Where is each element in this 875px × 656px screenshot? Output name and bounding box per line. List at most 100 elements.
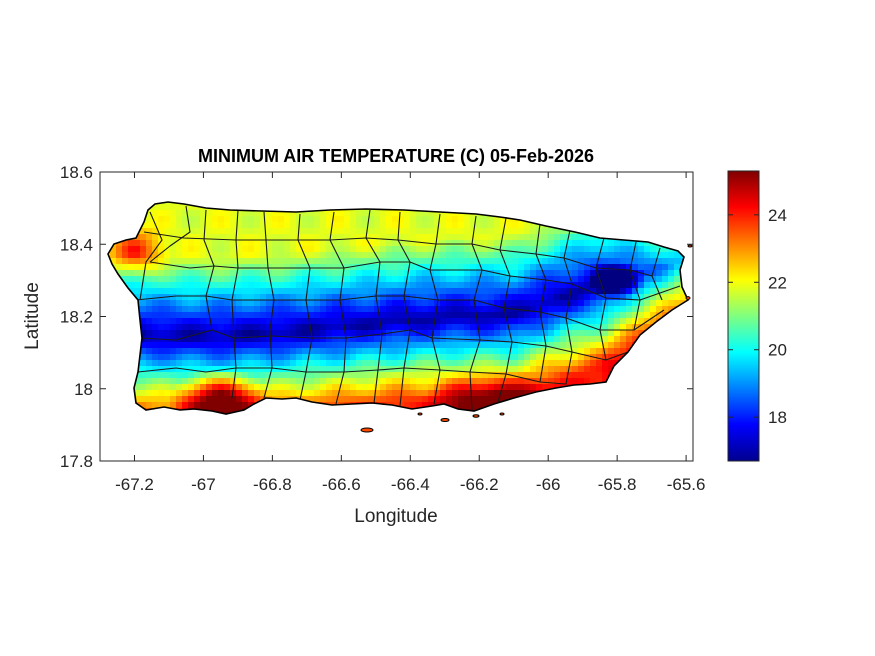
temperature-cell <box>332 216 339 223</box>
colorbar-tick-label: 24 <box>768 206 787 225</box>
temperature-cell <box>410 372 417 379</box>
temperature-cell <box>332 294 339 301</box>
temperature-cell <box>332 360 339 367</box>
temperature-cell <box>398 402 405 409</box>
y-tick-label: 18 <box>74 380 93 399</box>
temperature-cell <box>392 324 399 331</box>
temperature-cell <box>290 222 297 229</box>
temperature-cell <box>452 216 459 223</box>
temperature-cell <box>446 366 453 373</box>
temperature-cell <box>182 240 189 247</box>
temperature-cell <box>434 216 441 223</box>
temperature-cell <box>650 264 657 271</box>
temperature-cell <box>236 270 243 277</box>
temperature-cell <box>200 336 207 343</box>
temperature-cell <box>278 258 285 265</box>
temperature-cell <box>620 246 627 253</box>
temperature-cell <box>590 378 597 385</box>
temperature-cell <box>296 228 303 235</box>
temperature-cell <box>524 312 531 319</box>
temperature-cell <box>260 312 267 319</box>
small-islands <box>360 244 693 433</box>
temperature-cell <box>422 330 429 337</box>
temperature-cell <box>302 348 309 355</box>
temperature-cell <box>668 306 675 313</box>
temperature-cell <box>224 306 231 313</box>
temperature-cell <box>368 246 375 253</box>
temperature-cell <box>320 366 327 373</box>
temperature-cell <box>200 222 207 229</box>
temperature-cell <box>404 360 411 367</box>
temperature-cell <box>590 348 597 355</box>
temperature-cell <box>296 348 303 355</box>
temperature-cell <box>530 300 537 307</box>
temperature-cell <box>620 240 627 247</box>
temperature-cell <box>410 396 417 403</box>
temperature-cell <box>602 348 609 355</box>
temperature-cell <box>296 378 303 385</box>
temperature-cell <box>518 366 525 373</box>
temperature-cell <box>134 252 141 259</box>
temperature-cell <box>626 246 633 253</box>
temperature-cell <box>176 210 183 217</box>
temperature-cell <box>578 270 585 277</box>
temperature-cell <box>302 396 309 403</box>
temperature-cell <box>338 270 345 277</box>
temperature-cell <box>314 282 321 289</box>
temperature-cell <box>524 276 531 283</box>
temperature-cell <box>146 390 153 397</box>
temperature-cell <box>122 258 129 265</box>
temperature-cell <box>614 306 621 313</box>
temperature-cell <box>386 360 393 367</box>
temperature-cell <box>176 246 183 253</box>
temperature-cell <box>266 306 273 313</box>
temperature-cell <box>500 342 507 349</box>
temperature-cell <box>356 270 363 277</box>
temperature-cell <box>542 228 549 235</box>
temperature-cell <box>224 282 231 289</box>
temperature-cell <box>668 252 675 259</box>
temperature-cell <box>140 288 147 295</box>
temperature-cell <box>656 276 663 283</box>
temperature-cell <box>248 306 255 313</box>
y-tick-label: 18.4 <box>60 235 93 254</box>
temperature-cell <box>308 276 315 283</box>
temperature-cell <box>278 246 285 253</box>
temperature-cell <box>380 300 387 307</box>
temperature-cell <box>578 360 585 367</box>
temperature-cell <box>302 384 309 391</box>
temperature-cell <box>542 378 549 385</box>
temperature-cell <box>368 342 375 349</box>
temperature-cell <box>230 234 237 241</box>
temperature-cell <box>620 324 627 331</box>
temperature-cell <box>602 270 609 277</box>
temperature-cell <box>500 354 507 361</box>
temperature-cell <box>608 288 615 295</box>
temperature-cell <box>272 354 279 361</box>
temperature-cell <box>584 300 591 307</box>
temperature-cell <box>308 210 315 217</box>
temperature-cell <box>512 390 519 397</box>
temperature-cell <box>458 306 465 313</box>
temperature-cell <box>584 348 591 355</box>
temperature-cell <box>248 216 255 223</box>
temperature-cell <box>392 336 399 343</box>
temperature-cell <box>518 312 525 319</box>
temperature-cell <box>398 348 405 355</box>
temperature-cell <box>470 312 477 319</box>
temperature-cell <box>488 396 495 403</box>
temperature-cell <box>320 390 327 397</box>
temperature-cell <box>590 288 597 295</box>
temperature-cell <box>416 372 423 379</box>
temperature-cell <box>590 318 597 325</box>
temperature-cell <box>566 360 573 367</box>
temperature-cell <box>164 246 171 253</box>
temperature-cell <box>350 222 357 229</box>
temperature-cell <box>236 258 243 265</box>
temperature-cell <box>584 360 591 367</box>
temperature-cell <box>350 234 357 241</box>
temperature-cell <box>272 252 279 259</box>
temperature-cell <box>164 318 171 325</box>
temperature-cell <box>194 324 201 331</box>
temperature-cell <box>548 366 555 373</box>
